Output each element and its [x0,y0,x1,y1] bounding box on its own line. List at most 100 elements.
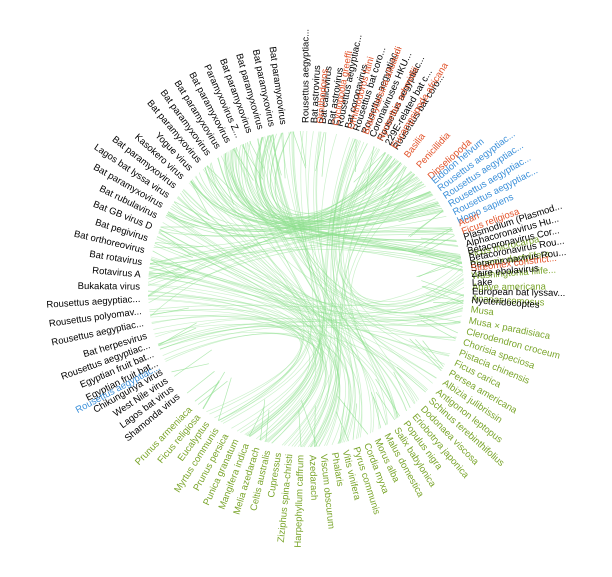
edge [272,134,465,307]
edge [335,143,464,314]
edge [149,181,423,265]
edge [298,410,302,447]
edge [153,308,463,330]
edge [360,160,399,191]
edge [158,231,191,256]
edge [190,180,440,227]
edge [240,131,321,433]
edge [181,162,401,228]
edge [194,176,375,433]
edge [156,238,339,447]
edge [147,291,317,444]
edge [350,181,423,419]
node-label: European bat lyssav... [472,286,565,299]
edge [388,174,415,200]
edge [186,371,215,394]
edge [265,409,270,442]
edge [272,134,407,412]
edge [393,371,411,408]
edge [154,242,194,259]
edge [419,235,455,256]
edge [235,147,457,241]
edge [310,131,339,448]
edge [148,295,363,438]
edge [331,139,372,434]
edge [150,308,388,425]
edge [256,138,437,379]
edge [372,396,382,429]
edge [342,146,450,356]
edge [284,174,416,446]
edge [151,314,341,446]
node-label: Bat astrovirus [309,65,323,124]
edge [265,138,356,443]
edge [353,152,386,183]
edge [339,402,345,444]
edge [423,229,453,248]
edge [191,179,455,236]
edge [167,159,397,237]
edge [189,181,438,223]
edge [149,227,452,265]
edge [331,138,363,439]
edge [174,201,210,221]
edge [165,193,433,231]
edge [165,332,352,444]
edge [431,263,463,271]
edge [398,210,444,223]
edge [420,299,464,311]
edge [249,141,264,169]
edge [247,131,321,436]
edge [151,316,324,444]
node-labels: Rousettus aegyptiac...Bat astrovirusBat … [46,29,567,548]
edge [164,333,321,441]
edge [375,391,395,420]
edge [232,148,254,181]
edge [166,213,461,327]
edge [299,131,307,166]
edge [417,322,461,326]
node-label: Rotavirus A [92,265,142,280]
edge [148,271,196,280]
node-label: Rousettus aegyptiac... [301,29,312,123]
node-label: Ornithodoros [315,68,331,124]
node-label: Agave americana [472,282,547,294]
edge [188,182,323,442]
node-label: Lake [472,277,493,289]
edge [313,155,392,447]
edge [149,267,464,322]
edge [314,405,316,447]
edge [238,145,461,258]
edge [150,314,311,435]
edge [375,378,401,417]
edge [415,339,443,370]
edge [202,371,226,410]
edge [171,363,209,373]
edge [149,261,462,311]
edge [422,340,444,367]
edge [269,135,415,405]
edge [150,258,457,338]
edge [206,165,240,198]
edge [270,132,458,246]
edge [415,230,454,232]
edge [206,166,305,415]
edge [348,158,416,404]
edge [151,256,451,355]
edge [262,136,464,308]
edge [426,294,464,302]
edge [150,231,455,264]
edge [292,131,307,169]
edge [409,210,444,238]
edge [147,202,439,286]
node-label: Ananas comosus [471,293,545,308]
edge [224,153,461,259]
edge [396,367,426,393]
edge [421,280,465,296]
edge [167,212,419,400]
edge [198,172,463,268]
edge [254,137,431,221]
edge [359,152,387,192]
edge [148,297,351,444]
